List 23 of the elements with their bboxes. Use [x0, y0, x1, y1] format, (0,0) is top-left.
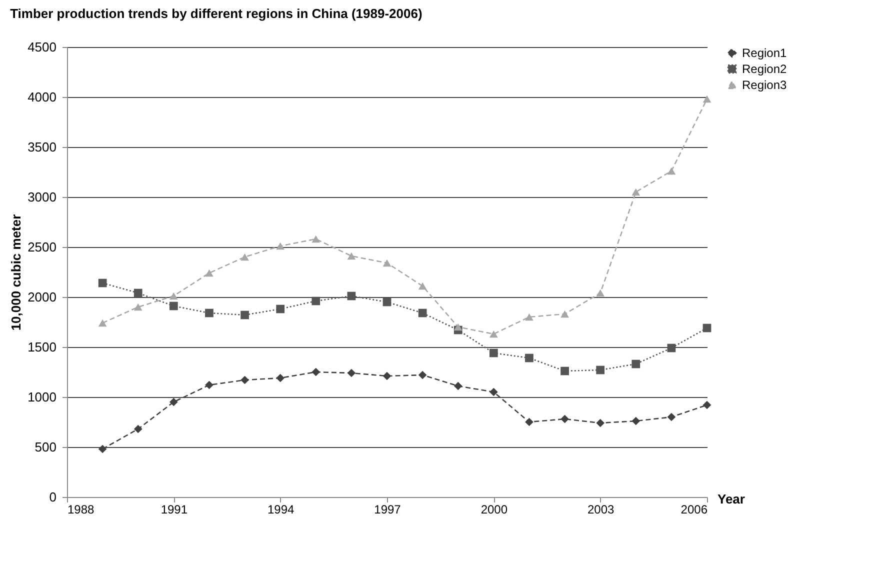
legend-label: Region2 [742, 62, 788, 76]
y-axis-title: 10,000 cubic meter [8, 214, 24, 331]
x-tick-label: 1988 [68, 502, 95, 516]
x-tick-label: 1994 [267, 502, 295, 516]
y-tick-label: 500 [34, 440, 56, 454]
legend-label: Region1 [742, 46, 788, 60]
y-tick-label: 2000 [28, 290, 56, 304]
x-axis-title: Year [718, 492, 745, 506]
legend-label: Region3 [742, 78, 788, 92]
y-tick-label: 3500 [28, 140, 56, 154]
y-tick-label: 4000 [28, 90, 56, 104]
x-tick-label: 2003 [587, 502, 615, 516]
y-tick-label: 4500 [28, 40, 56, 54]
x-tick-label: 1991 [160, 502, 188, 516]
y-tick-label: 0 [49, 490, 56, 504]
x-tick-label: 1997 [374, 502, 402, 516]
x-tick-label: 2000 [480, 502, 508, 516]
chart-title: Timber production trends by different regions in China (1989-2006) [10, 6, 422, 21]
y-tick-label: 1000 [28, 390, 56, 404]
x-tick-label: 2006 [680, 502, 708, 516]
y-tick-label: 1500 [28, 340, 56, 354]
y-tick-label: 3000 [28, 190, 56, 204]
y-tick-label: 2500 [28, 240, 56, 254]
